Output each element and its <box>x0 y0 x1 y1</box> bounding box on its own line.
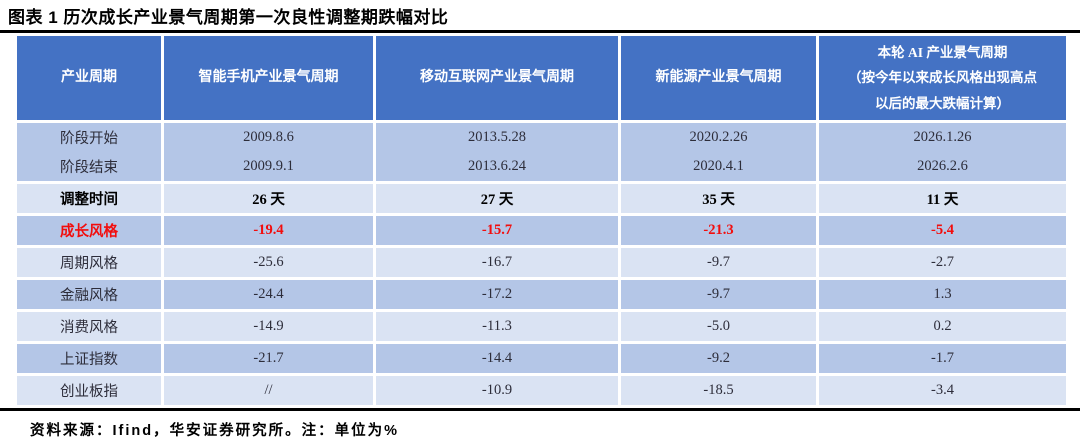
table-row-financial-style: 金融风格 -24.4 -17.2 -9.7 1.3 <box>14 277 1069 312</box>
table-row-sse-index: 上证指数 -21.7 -14.4 -9.2 -1.7 <box>14 341 1069 376</box>
header-cell-new-energy-cycle: 新能源产业景气周期 <box>618 33 819 123</box>
row-label: 调整时间 <box>14 181 164 216</box>
table-row-cyclical-style: 周期风格 -25.6 -16.7 -9.7 -2.7 <box>14 245 1069 280</box>
row-label: 上证指数 <box>14 341 164 376</box>
row-label: 金融风格 <box>14 277 164 312</box>
cell: 0.2 <box>816 309 1069 344</box>
header-cell-industry-cycle: 产业周期 <box>14 33 164 123</box>
cell: -15.7 <box>373 213 621 248</box>
row-label: 成长风格 <box>14 213 164 248</box>
cell: 2026.1.26 <box>816 120 1069 152</box>
cell: 1.3 <box>816 277 1069 312</box>
header-cell-ai-cycle: 本轮 AI 产业景气周期 （按今年以来成长风格出现高点 以后的最大跌幅计算） <box>816 33 1069 123</box>
cell: -9.7 <box>618 277 819 312</box>
table-row-adjust-time: 调整时间 26 天 27 天 35 天 11 天 <box>14 181 1069 216</box>
cell: -5.4 <box>816 213 1069 248</box>
cell: 2020.4.1 <box>618 152 819 184</box>
cell: 27 天 <box>373 181 621 216</box>
source-note: 资料来源：Ifind，华安证券研究所。注：单位为% <box>30 423 399 439</box>
table-row-stage-start: 阶段开始 2009.8.6 2013.5.28 2020.2.26 2026.1… <box>14 120 1069 152</box>
cell: -10.9 <box>373 373 621 408</box>
cell: 2013.6.24 <box>373 152 621 184</box>
bottom-rule <box>0 408 1080 411</box>
cell: 2009.8.6 <box>161 120 376 152</box>
cell: -9.2 <box>618 341 819 376</box>
ai-cycle-note-line2: 以后的最大跌幅计算） <box>875 95 1010 111</box>
cell: 2020.2.26 <box>618 120 819 152</box>
cell: -14.4 <box>373 341 621 376</box>
cell: -17.2 <box>373 277 621 312</box>
cell: // <box>161 373 376 408</box>
header-cell-smartphone-cycle: 智能手机产业景气周期 <box>161 33 376 123</box>
table-header: 产业周期 智能手机产业景气周期 移动互联网产业景气周期 新能源产业景气周期 本轮… <box>14 33 1069 123</box>
cell: 2009.9.1 <box>161 152 376 184</box>
cell: -24.4 <box>161 277 376 312</box>
cell: -14.9 <box>161 309 376 344</box>
cell: -21.7 <box>161 341 376 376</box>
row-label: 消费风格 <box>14 309 164 344</box>
cell: -18.5 <box>618 373 819 408</box>
cell: -5.0 <box>618 309 819 344</box>
header-cell-mobile-internet-cycle: 移动互联网产业景气周期 <box>373 33 621 123</box>
cell: -11.3 <box>373 309 621 344</box>
figure-title: 图表 1 历次成长产业景气周期第一次良性调整期跌幅对比 <box>8 8 449 27</box>
header-row: 产业周期 智能手机产业景气周期 移动互联网产业景气周期 新能源产业景气周期 本轮… <box>14 33 1069 123</box>
table-row-chinext-index: 创业板指 // -10.9 -18.5 -3.4 <box>14 373 1069 408</box>
table-body: 阶段开始 2009.8.6 2013.5.28 2020.2.26 2026.1… <box>14 120 1069 408</box>
row-label: 阶段开始 <box>14 120 164 152</box>
cell: 26 天 <box>161 181 376 216</box>
table-row-consumer-style: 消费风格 -14.9 -11.3 -5.0 0.2 <box>14 309 1069 344</box>
cell: -25.6 <box>161 245 376 280</box>
row-label: 阶段结束 <box>14 152 164 184</box>
cell: -2.7 <box>816 245 1069 280</box>
cell: -16.7 <box>373 245 621 280</box>
cell: 2026.2.6 <box>816 152 1069 184</box>
industry-cycle-table: 产业周期 智能手机产业景气周期 移动互联网产业景气周期 新能源产业景气周期 本轮… <box>14 33 1069 408</box>
ai-cycle-note-line1: （按今年以来成长风格出现高点 <box>848 70 1037 86</box>
cell: 35 天 <box>618 181 819 216</box>
cell: 11 天 <box>816 181 1069 216</box>
cell: -21.3 <box>618 213 819 248</box>
cell: -9.7 <box>618 245 819 280</box>
ai-cycle-title: 本轮 AI 产业景气周期 <box>877 44 1008 60</box>
row-label: 创业板指 <box>14 373 164 408</box>
cell: -1.7 <box>816 341 1069 376</box>
table-row-growth-style: 成长风格 -19.4 -15.7 -21.3 -5.4 <box>14 213 1069 248</box>
top-rule <box>0 30 1080 33</box>
cell: -19.4 <box>161 213 376 248</box>
cell: 2013.5.28 <box>373 120 621 152</box>
table-row-stage-end: 阶段结束 2009.9.1 2013.6.24 2020.4.1 2026.2.… <box>14 152 1069 184</box>
cell: -3.4 <box>816 373 1069 408</box>
row-label: 周期风格 <box>14 245 164 280</box>
